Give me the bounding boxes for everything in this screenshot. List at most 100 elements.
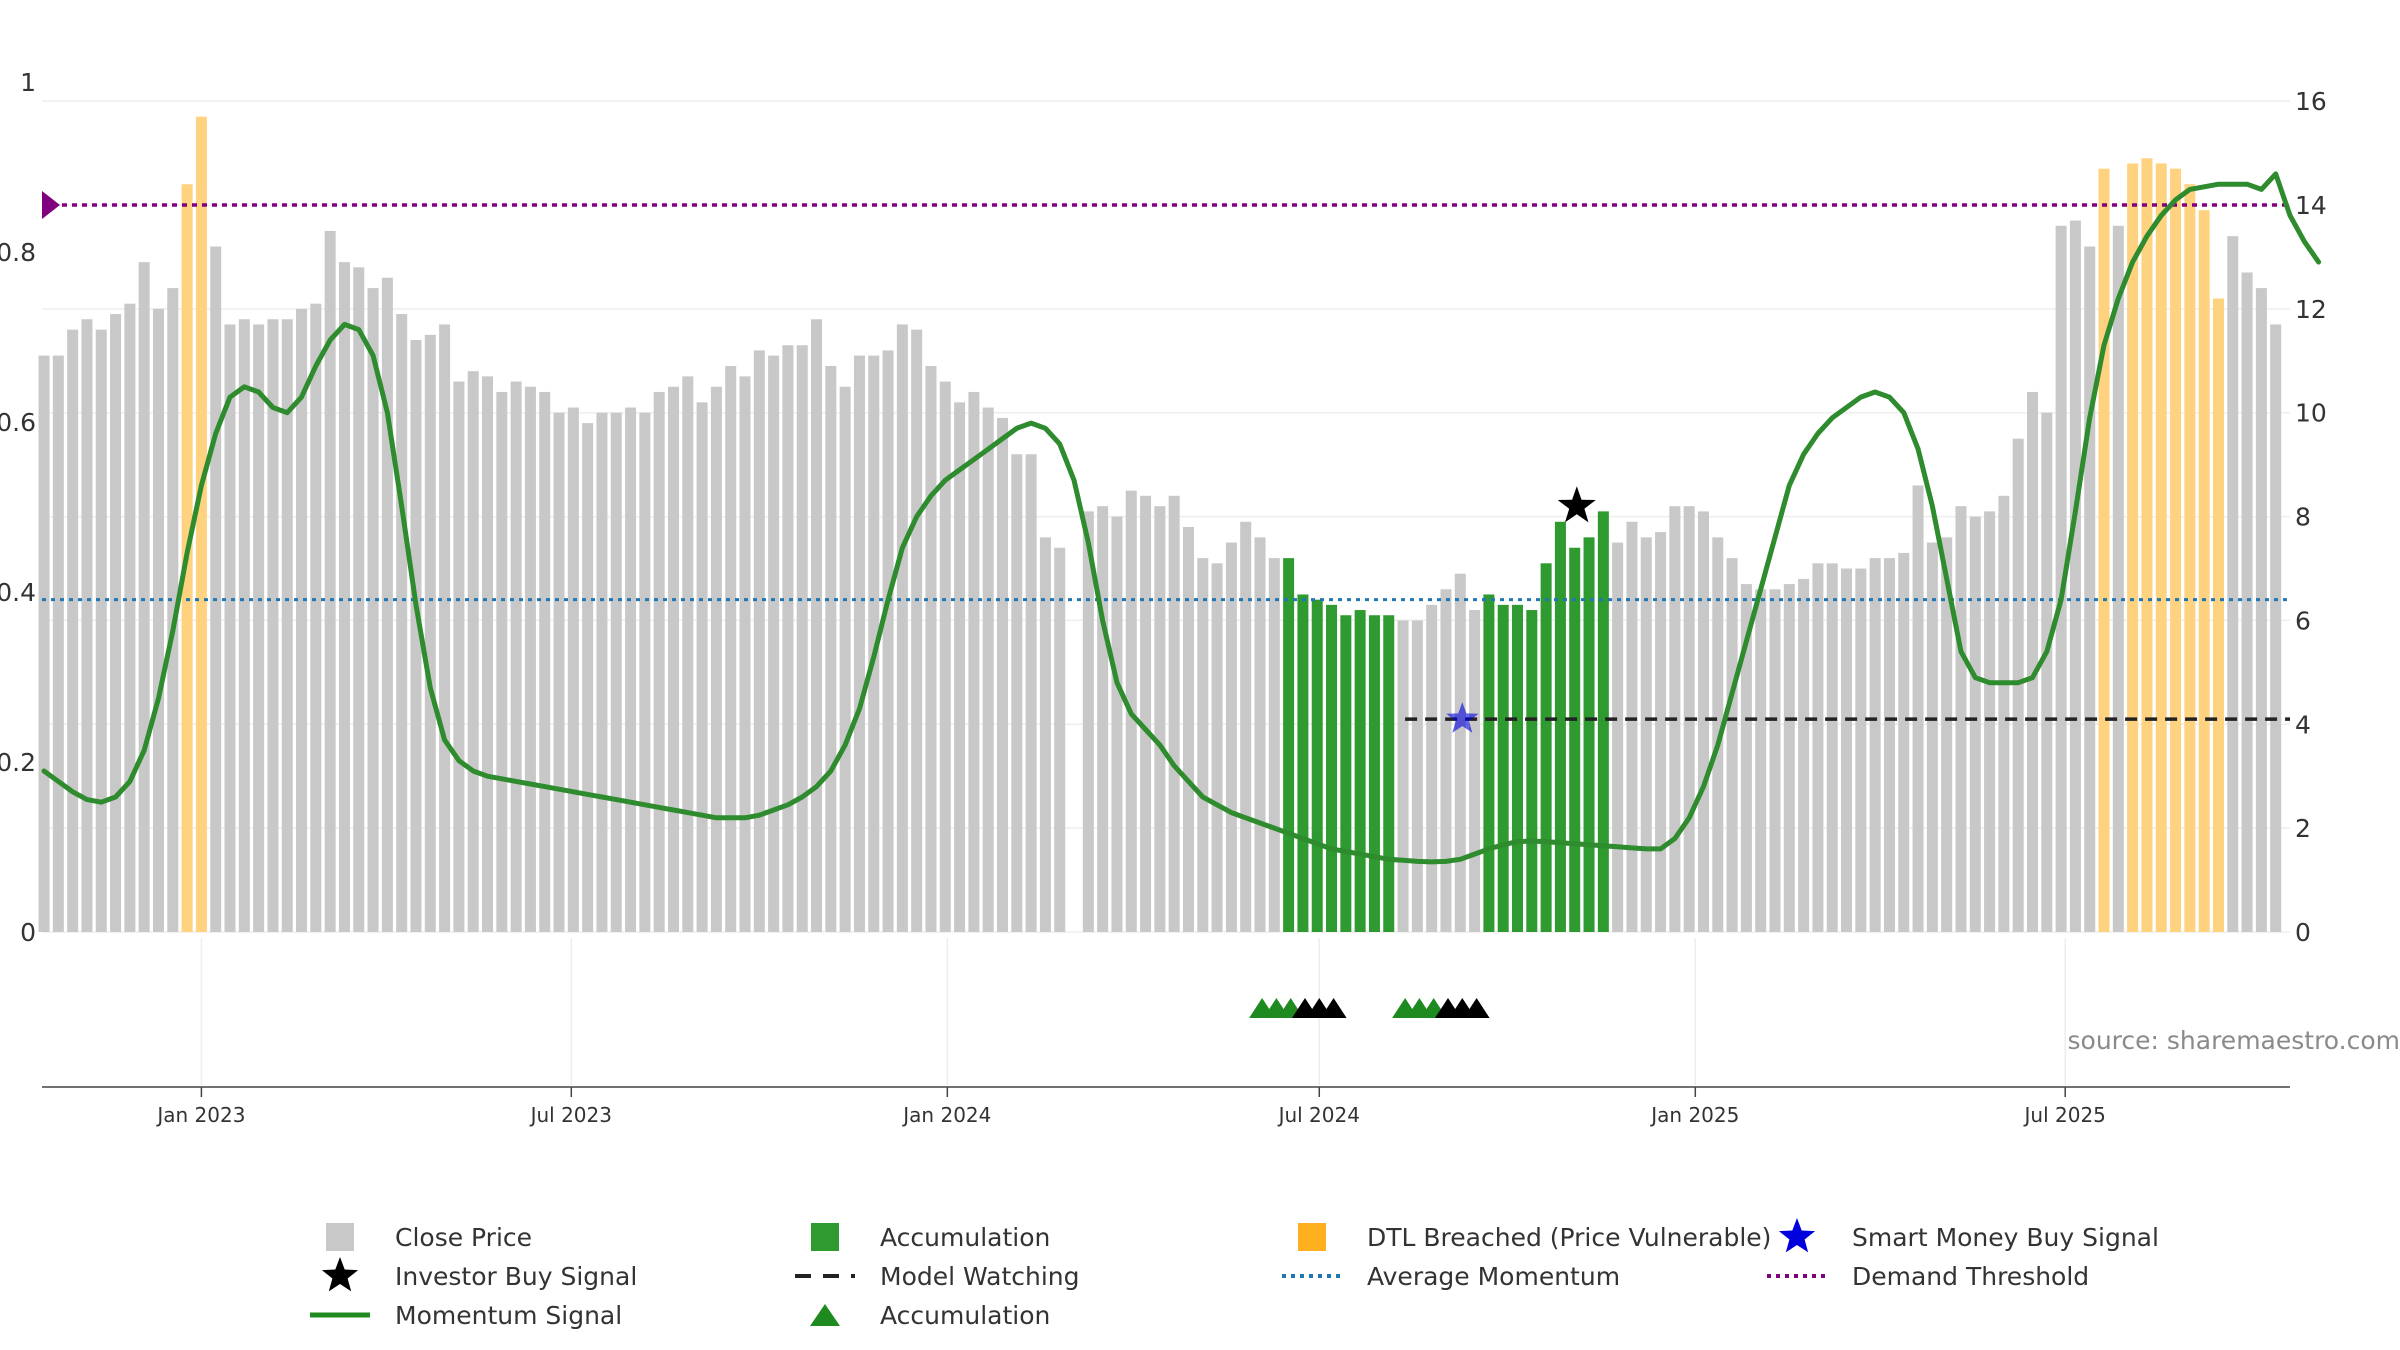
close-price-bar — [110, 314, 122, 932]
close-price-bar — [1898, 552, 1910, 932]
close-price-bar — [1826, 563, 1838, 932]
legend-swatch — [326, 1223, 354, 1251]
close-price-bar — [1769, 589, 1781, 932]
close-price-bar — [1011, 454, 1023, 932]
close-price-bar — [2084, 246, 2096, 933]
close-price-bar — [1054, 547, 1066, 932]
close-price-bar — [1626, 521, 1638, 932]
accumulation-bar — [1326, 604, 1338, 932]
close-price-bar — [997, 417, 1009, 932]
close-price-bar — [1783, 584, 1795, 932]
left-tick-label: 0.4 — [0, 578, 36, 607]
close-price-bar — [267, 319, 279, 932]
right-tick-label: 12 — [2295, 295, 2327, 324]
close-price-bar — [1712, 537, 1724, 932]
accumulation-bar — [1569, 547, 1581, 932]
close-price-bar — [639, 412, 651, 932]
close-price-bar — [1912, 485, 1924, 932]
legend-item: Smart Money Buy Signal — [1778, 1218, 2159, 1253]
close-price-bar — [710, 386, 722, 932]
close-price-bar — [482, 376, 494, 932]
close-price-bar — [1655, 532, 1667, 932]
close-price-bar — [2012, 438, 2024, 932]
close-price-bar — [439, 324, 451, 932]
x-tick-label: Jul 2023 — [529, 1103, 612, 1127]
legend-label: Demand Threshold — [1852, 1262, 2089, 1291]
close-price-bar — [1855, 568, 1867, 932]
close-price-bar — [1984, 511, 1996, 932]
right-tick-label: 4 — [2295, 710, 2311, 739]
close-price-bar — [1268, 558, 1280, 932]
legend-swatch — [1298, 1223, 1326, 1251]
close-price-bar — [1140, 495, 1152, 932]
close-price-bar — [338, 262, 350, 932]
close-price-bar — [911, 329, 923, 932]
accumulation-marker-black — [1463, 998, 1490, 1018]
close-price-bar — [882, 350, 894, 932]
close-price-bar — [1469, 610, 1481, 932]
accumulation-bar — [1583, 537, 1595, 932]
close-price-bar — [896, 324, 908, 932]
legend-item: Close Price — [326, 1223, 532, 1252]
close-price-bar — [310, 303, 322, 933]
close-price-bar — [67, 329, 79, 932]
close-price-bar — [1254, 537, 1266, 932]
close-price-bar — [124, 303, 136, 933]
legend-item: Demand Threshold — [1767, 1262, 2089, 1291]
dtl-breached-bar — [195, 116, 207, 933]
close-price-bar — [424, 334, 436, 933]
close-price-bar — [796, 345, 808, 932]
legend-label: Smart Money Buy Signal — [1852, 1223, 2159, 1252]
x-tick-label: Jan 2024 — [901, 1103, 991, 1127]
close-price-bar — [2041, 412, 2053, 932]
dtl-breached-bar — [2098, 168, 2110, 932]
legend-label: Momentum Signal — [395, 1301, 622, 1330]
close-price-bar — [596, 412, 608, 932]
close-price-bar — [453, 381, 465, 932]
right-tick-label: 16 — [2295, 87, 2327, 116]
close-price-bar — [1111, 516, 1123, 932]
close-price-bar — [853, 355, 865, 932]
accumulation-bar — [1340, 615, 1352, 932]
dtl-breached-bar — [2155, 163, 2167, 933]
close-price-bar — [1697, 511, 1709, 932]
close-price-bar — [167, 288, 179, 932]
accumulation-bar — [1597, 511, 1609, 932]
close-price-bar — [739, 376, 751, 932]
dtl-breached-bar — [2198, 210, 2210, 932]
legend-item: Accumulation — [811, 1223, 1050, 1252]
x-tick-label: Jan 2023 — [155, 1103, 245, 1127]
close-price-bar — [939, 381, 951, 932]
dtl-breached-bar — [2184, 184, 2196, 932]
close-price-bar — [839, 386, 851, 932]
close-price-bar — [510, 381, 522, 932]
signal-markers — [1249, 486, 1596, 1018]
close-price-bar — [367, 288, 379, 932]
dtl-breached-bar — [2212, 298, 2224, 932]
legend-swatch — [811, 1223, 839, 1251]
close-price-bar — [210, 246, 222, 933]
legend-label: Close Price — [395, 1223, 532, 1252]
close-price-bar — [2055, 225, 2067, 932]
close-price-bar — [1454, 573, 1466, 932]
close-price-bar — [782, 345, 794, 932]
close-price-bar — [696, 402, 708, 932]
close-price-bar — [281, 319, 293, 932]
accumulation-marker-black — [1320, 998, 1347, 1018]
x-tick-label: Jul 2025 — [2023, 1103, 2106, 1127]
close-price-bar — [1812, 563, 1824, 932]
investor-buy-signal-star — [1557, 486, 1596, 523]
close-price-bar — [567, 407, 579, 932]
legend-item: Momentum Signal — [310, 1301, 622, 1330]
legend-swatch — [1778, 1218, 1816, 1253]
momentum-signal-line — [41, 171, 2322, 865]
close-price-bar — [1397, 620, 1409, 932]
right-tick-label: 14 — [2295, 191, 2327, 220]
close-price-bar — [539, 391, 551, 933]
right-tick-label: 10 — [2295, 399, 2327, 428]
close-price-bar — [2027, 391, 2039, 933]
close-price-bar — [324, 230, 336, 933]
x-tick-label: Jan 2025 — [1649, 1103, 1739, 1127]
close-price-bar — [1883, 558, 1895, 932]
